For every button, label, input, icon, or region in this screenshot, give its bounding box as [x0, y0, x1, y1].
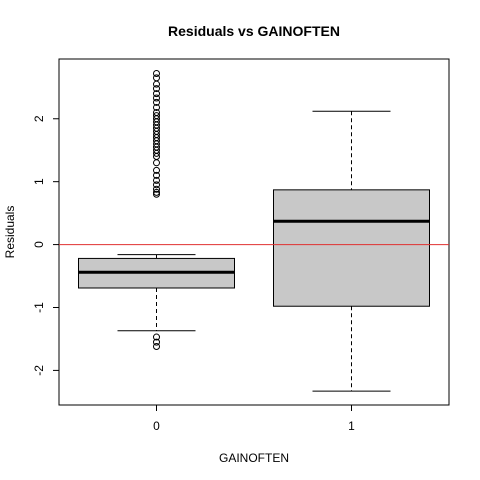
outlier-point: [153, 333, 160, 341]
outlier-point: [153, 69, 160, 77]
outlier-point: [153, 338, 160, 346]
outlier-point: [153, 159, 160, 167]
outlier-point: [153, 176, 160, 184]
y-tick-label: 0: [32, 241, 46, 248]
outlier-point: [153, 166, 160, 174]
outlier-point: [153, 149, 160, 157]
outlier-point: [153, 190, 160, 198]
outlier-point: [153, 98, 160, 106]
x-tick-label: 1: [348, 419, 355, 433]
outlier-point: [153, 94, 160, 102]
chart-title: Residuals vs GAINOFTEN: [168, 23, 340, 39]
outlier-point: [153, 103, 160, 111]
outlier-point: [153, 171, 160, 179]
outlier-point: [153, 185, 160, 193]
y-axis-label: Residuals: [3, 206, 17, 259]
y-tick-label: 1: [32, 178, 46, 185]
y-tick-label: -1: [32, 302, 46, 313]
outlier-point: [153, 74, 160, 82]
x-axis-label: GAINOFTEN: [219, 451, 289, 465]
x-tick-label: 0: [153, 419, 160, 433]
outlier-point: [153, 188, 160, 196]
y-tick-label: 2: [32, 115, 46, 122]
y-tick-label: -2: [32, 365, 46, 376]
outlier-point: [153, 85, 160, 93]
outlier-point: [153, 80, 160, 88]
outlier-point: [153, 181, 160, 189]
box: [273, 189, 430, 307]
plot-frame: [58, 58, 450, 406]
outlier-point: [153, 90, 160, 98]
outlier-point: [153, 342, 160, 350]
